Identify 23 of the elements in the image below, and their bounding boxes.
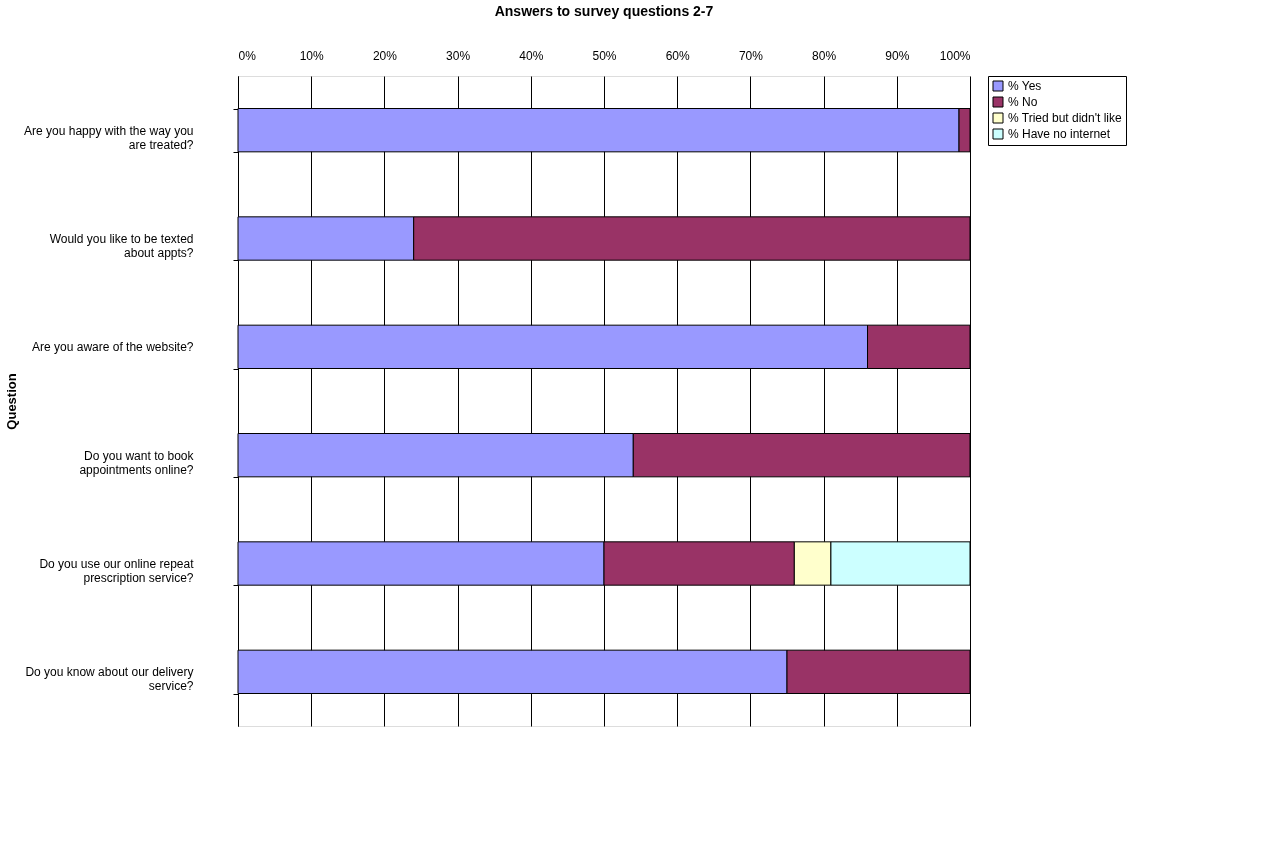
legend-label: % Yes bbox=[1008, 79, 1042, 93]
y-tick-label: Are you happy with the way you are treated? bbox=[24, 123, 194, 152]
chart-title: Answers to survey questions 2-7 bbox=[494, 3, 714, 19]
x-tick-label: 30% bbox=[446, 48, 471, 63]
x-tick-label: 0% bbox=[238, 48, 257, 63]
y-tick-label: Do you know about our delivery service? bbox=[25, 665, 194, 694]
x-tick-label: 90% bbox=[885, 48, 910, 63]
x-tick-label: 10% bbox=[299, 48, 325, 63]
y-tick-label: Are you aware of the website? bbox=[32, 340, 194, 355]
legend-label: % Have no internet bbox=[1008, 127, 1111, 141]
x-tick-label: 60% bbox=[665, 48, 691, 63]
x-tick-label: 40% bbox=[519, 48, 544, 63]
x-tick-label: 50% bbox=[592, 48, 617, 63]
legend-label: % Tried but didn't like bbox=[1008, 111, 1123, 125]
x-tick-label: 100% bbox=[939, 48, 971, 63]
y-tick-label: Would you like to be texted about appts? bbox=[49, 232, 194, 260]
y-axis-title: Question bbox=[3, 373, 19, 430]
x-tick-label: 20% bbox=[372, 48, 398, 63]
x-tick-label: 70% bbox=[738, 48, 764, 63]
x-tick-label: 80% bbox=[812, 48, 837, 63]
y-tick-label: Do you want to book appointments online? bbox=[79, 448, 195, 477]
legend-label: % No bbox=[1008, 95, 1038, 109]
y-tick-label: Do you use our online repeat prescription service? bbox=[39, 557, 195, 585]
